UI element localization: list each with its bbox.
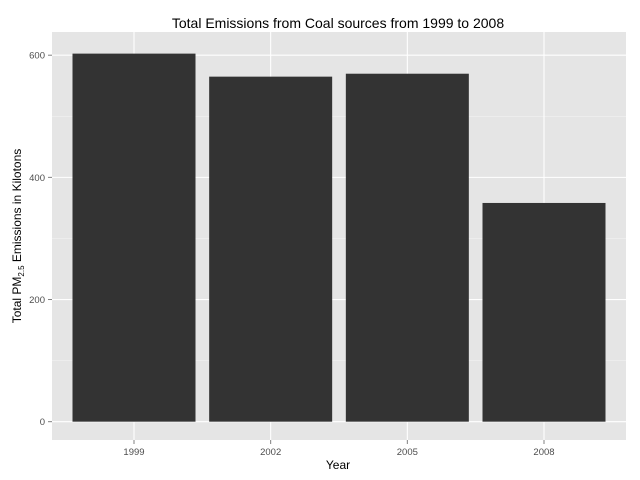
y-tick-label: 600 (29, 51, 45, 62)
x-tick-label: 1999 (123, 447, 144, 458)
y-axis-title: Total PM2.5 Emissions in Kilotons (10, 149, 26, 324)
bar-2002 (209, 76, 333, 422)
bar-1999 (72, 53, 196, 422)
bar-2008 (482, 202, 606, 422)
x-tick-label: 2005 (397, 447, 418, 458)
bars (72, 53, 606, 422)
x-tick-label: 2002 (260, 447, 281, 458)
y-tick-label: 400 (29, 173, 45, 184)
y-axis: 0 200 400 600 (29, 51, 52, 428)
y-axis-title-subscript: 2.5 (17, 265, 26, 277)
bar-2005 (345, 73, 469, 422)
x-axis-title: Year (326, 458, 350, 472)
x-tick-label: 2008 (533, 447, 554, 458)
y-axis-title-prefix: Total PM (10, 277, 24, 324)
y-axis-title-suffix: Emissions in Kilotons (10, 149, 24, 266)
y-tick-label: 200 (29, 295, 45, 306)
y-tick-label: 0 (40, 417, 45, 428)
x-axis: 1999 2002 2005 2008 (123, 440, 555, 458)
chart-title: Total Emissions from Coal sources from 1… (172, 15, 504, 31)
